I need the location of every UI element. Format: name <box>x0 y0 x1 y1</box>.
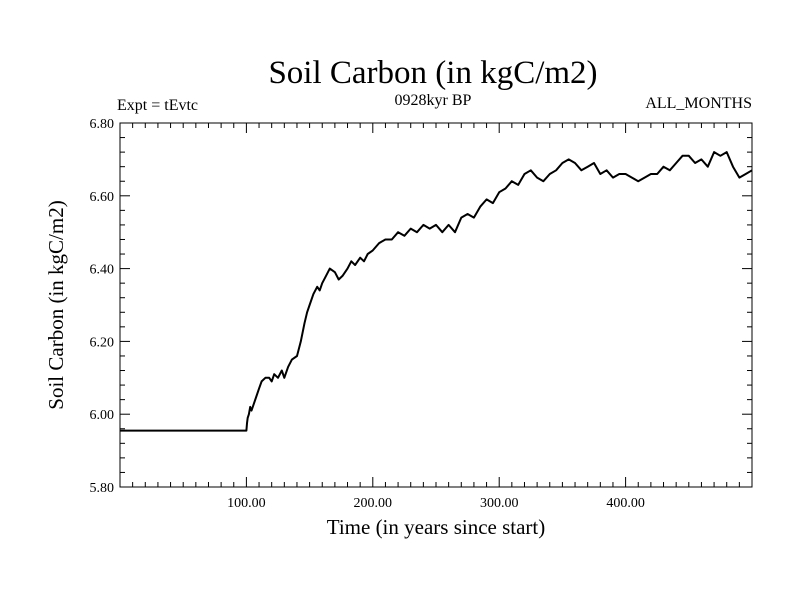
x-tick-label: 200.00 <box>354 496 393 511</box>
months-label: ALL_MONTHS <box>645 95 752 112</box>
x-tick-label: 400.00 <box>606 496 645 511</box>
y-axis-tick-labels: 5.80 6.00 6.20 6.40 6.60 6.80 <box>90 117 115 496</box>
y-tick-label: 6.80 <box>90 117 115 132</box>
period-label: 0928kyr BP <box>395 92 472 109</box>
x-tick-label: 300.00 <box>480 496 519 511</box>
x-axis-label: Time (in years since start) <box>327 515 546 539</box>
y-tick-label: 6.00 <box>90 408 115 423</box>
plot-frame <box>119 122 753 488</box>
x-tick-label: 100.00 <box>227 496 266 511</box>
y-axis-label: Soil Carbon (in kgC/m2) <box>44 200 68 409</box>
y-tick-label: 5.80 <box>90 481 115 496</box>
y-tick-label: 6.40 <box>90 263 115 278</box>
y-tick-label: 6.20 <box>90 335 115 350</box>
series-line-soil-carbon <box>120 151 753 432</box>
x-axis-tick-labels: 100.00 200.00 300.00 400.00 <box>227 496 645 511</box>
axis-ticks <box>120 123 752 487</box>
y-tick-label: 6.60 <box>90 190 115 205</box>
experiment-label: Expt = tEvtc <box>117 97 198 114</box>
chart-title: Soil Carbon (in kgC/m2) <box>268 55 597 91</box>
